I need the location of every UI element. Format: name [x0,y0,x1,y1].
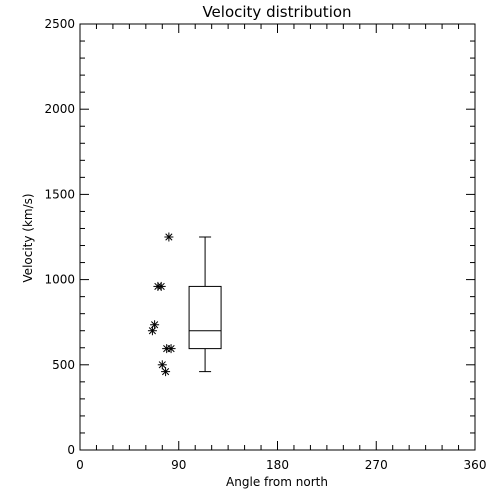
data-point-asterisk [157,360,167,370]
x-tick-label: 0 [76,458,84,472]
data-point-asterisk [164,232,174,242]
data-point-asterisk [166,344,176,354]
data-point-asterisk [156,281,166,291]
y-tick-label: 1000 [44,273,75,287]
x-tick-label: 360 [464,458,487,472]
x-tick-label: 270 [365,458,388,472]
boxplot-box [188,285,222,350]
y-tick-label: 2500 [44,17,75,31]
data-point-asterisk [161,367,171,377]
data-point-asterisk [147,326,157,336]
y-tick-label: 1500 [44,187,75,201]
x-axis-label: Angle from north [226,475,328,489]
y-tick-label: 500 [52,358,75,372]
chart-title: Velocity distribution [202,3,351,21]
x-tick-label: 180 [266,458,289,472]
plot-marks [147,232,222,377]
plot-frame [79,23,476,451]
axes: 0 90 180 270 360 0 500 1000 1500 2000 2500 [44,17,486,472]
x-tick-label: 90 [171,458,186,472]
y-tick-label: 2000 [44,102,75,116]
y-axis-label: Velocity (km/s) [21,193,35,282]
y-tick-label: 0 [67,443,75,457]
